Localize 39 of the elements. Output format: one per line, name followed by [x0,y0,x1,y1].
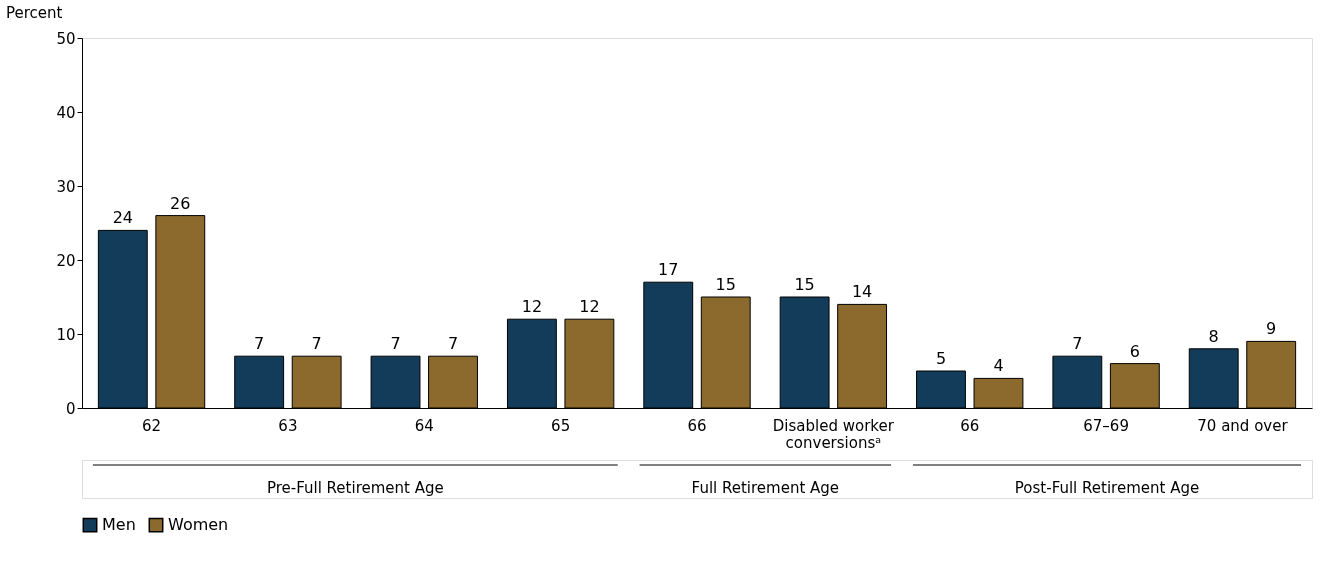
data-label: 4 [993,356,1004,376]
data-label: 8 [1208,326,1219,346]
data-label: 26 [170,193,191,213]
data-label: 12 [579,297,600,317]
x-tick-label: 66 [687,416,707,435]
x-tick-label: 64 [414,416,434,435]
text: Pre-Full Retirement Age [266,479,444,497]
x-tick-label: 66 [960,416,980,435]
x-tick-label: 63 [278,416,298,435]
data-label: 9 [1266,319,1277,339]
legend-label: Men [102,515,136,535]
y-tick-label: 0 [65,399,76,418]
x-tick-label: 70 and over [1197,416,1289,435]
data-label: 12 [521,297,543,317]
data-label: 24 [112,208,133,228]
data-label: 14 [851,282,873,302]
data-label: 7 [311,334,322,354]
data-label: 15 [794,275,815,294]
y-tick-label: 10 [56,325,76,344]
data-label: 6 [1129,341,1140,361]
data-label: 7 [254,334,265,354]
data-label: 5 [935,349,947,368]
data-label: 15 [715,275,736,294]
y-tick-label: 20 [56,251,76,270]
y-tick-label: 30 [56,177,76,196]
data-label: 7 [1072,334,1083,354]
data-label: 7 [390,334,401,354]
y-tick-label: 40 [56,103,76,122]
y-axis-title: Percent [5,4,63,22]
x-tick-label: 65 [551,416,571,435]
data-label: 7 [447,334,459,354]
x-tick-label: 62 [142,416,162,435]
text: Post-Full Retirement Age [1014,479,1200,497]
data-label: 17 [658,260,679,280]
y-tick-label: 50 [56,29,76,48]
legend-label: Women [168,515,229,535]
x-tick-label: Disabled worker conversionsᵃ [772,416,895,452]
x-tick-label: 67–69 [1083,416,1129,435]
text: Full Retirement Age [691,479,840,497]
